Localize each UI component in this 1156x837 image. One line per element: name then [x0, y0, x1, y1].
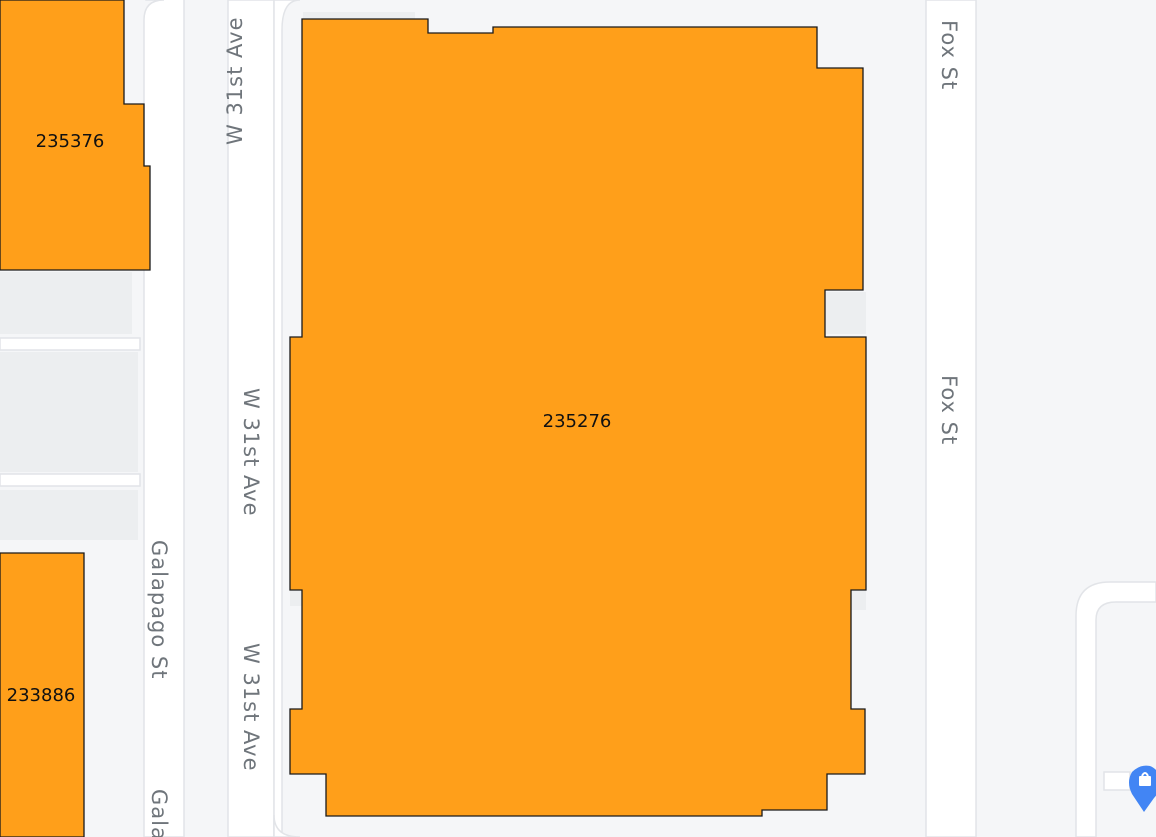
road-w-31st-ave — [227, 0, 275, 837]
street-label-fox-st: Fox St — [937, 375, 961, 445]
parcel-235276[interactable] — [289, 18, 867, 817]
road-cross — [0, 337, 141, 351]
lot-block — [290, 590, 302, 606]
lot-block — [850, 590, 866, 610]
parcel-label-235276: 235276 — [543, 411, 612, 432]
street-label-w-31st-ave: W 31st Ave — [239, 388, 263, 517]
street-label-galapago-st: Galapago St — [147, 540, 171, 679]
shopping-bag-pin-icon[interactable] — [1129, 765, 1156, 812]
street-label-w-31st-ave: W 31st Ave — [239, 643, 263, 772]
lot-block — [303, 12, 415, 22]
street-label-w-31st-ave: W 31st Ave — [223, 17, 247, 146]
road-south-curve — [273, 814, 301, 837]
lot-block — [0, 352, 138, 472]
parcel-label-235376: 235376 — [36, 131, 105, 152]
lot-block — [0, 490, 138, 540]
road-galapago-st — [143, 0, 185, 837]
road-w-31st-ave-curve — [273, 0, 301, 837]
parcel-233886[interactable] — [0, 552, 85, 837]
street-label-fox-st: Fox St — [937, 20, 961, 90]
road-cross — [0, 473, 141, 487]
lot-block — [826, 292, 866, 334]
road-parking-loop — [1075, 581, 1156, 837]
parcel-label-233886: 233886 — [7, 685, 76, 706]
road-fox-st — [925, 0, 977, 837]
street-label-galapago-st: Gala — [147, 789, 171, 837]
parcel-235376[interactable] — [0, 0, 151, 271]
road-parking-bottom — [1103, 771, 1131, 791]
lot-block — [0, 272, 132, 334]
